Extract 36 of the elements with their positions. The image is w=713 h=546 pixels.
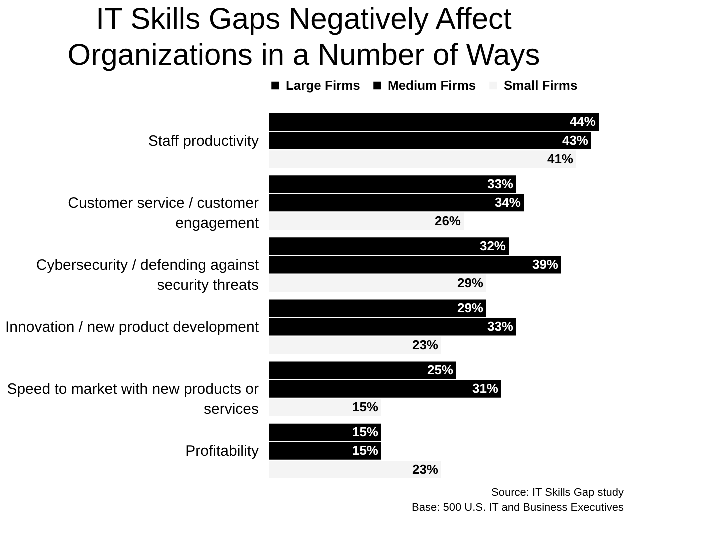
bar — [269, 274, 486, 292]
bar — [269, 461, 442, 479]
data-label: 15% — [352, 400, 379, 415]
data-label: 33% — [487, 319, 514, 334]
text: Base: 500 U.S. IT and Business Executives — [412, 502, 624, 514]
bar — [269, 336, 442, 354]
data-label: 15% — [352, 443, 379, 458]
data-label: 34% — [494, 194, 522, 210]
legend-label: Medium Firms — [388, 78, 476, 93]
source-note: Source: IT Skills Gap study — [492, 487, 624, 499]
y-tick-label: Cybersecurity / defending against security threats — [36, 256, 260, 294]
y-tick-label: Profitability — [186, 443, 260, 460]
bar — [269, 398, 382, 416]
chart-title: IT Skills Gaps Negatively Affect Organizations in a Number of Ways — [68, 3, 540, 72]
data-label: 23% — [412, 462, 439, 477]
data-label: 43% — [562, 132, 589, 148]
data-label: 31% — [472, 381, 499, 396]
legend-label: Large Firms — [286, 78, 360, 93]
y-tick-label: Staff productivity — [148, 132, 260, 150]
data-label: 32% — [480, 238, 506, 254]
bar — [269, 150, 576, 168]
bar — [269, 212, 464, 230]
data-label: 33% — [487, 176, 514, 192]
y-tick-label: Customer service / customer engagement — [68, 194, 260, 232]
y-tick-label: Innovation / new product development — [6, 319, 260, 336]
data-label: 26% — [434, 213, 462, 228]
data-label: 29% — [457, 276, 484, 291]
legend-label: Small Firms — [504, 78, 578, 93]
data-label: 44% — [570, 114, 596, 130]
data-label: 29% — [457, 300, 484, 316]
data-label: 15% — [352, 424, 379, 440]
data-label: 23% — [412, 338, 439, 353]
data-label: 39% — [532, 256, 559, 272]
data-label: 25% — [427, 362, 454, 378]
data-label: 41% — [547, 151, 574, 166]
y-tick-label: Speed to market with new products or services — [7, 381, 259, 418]
